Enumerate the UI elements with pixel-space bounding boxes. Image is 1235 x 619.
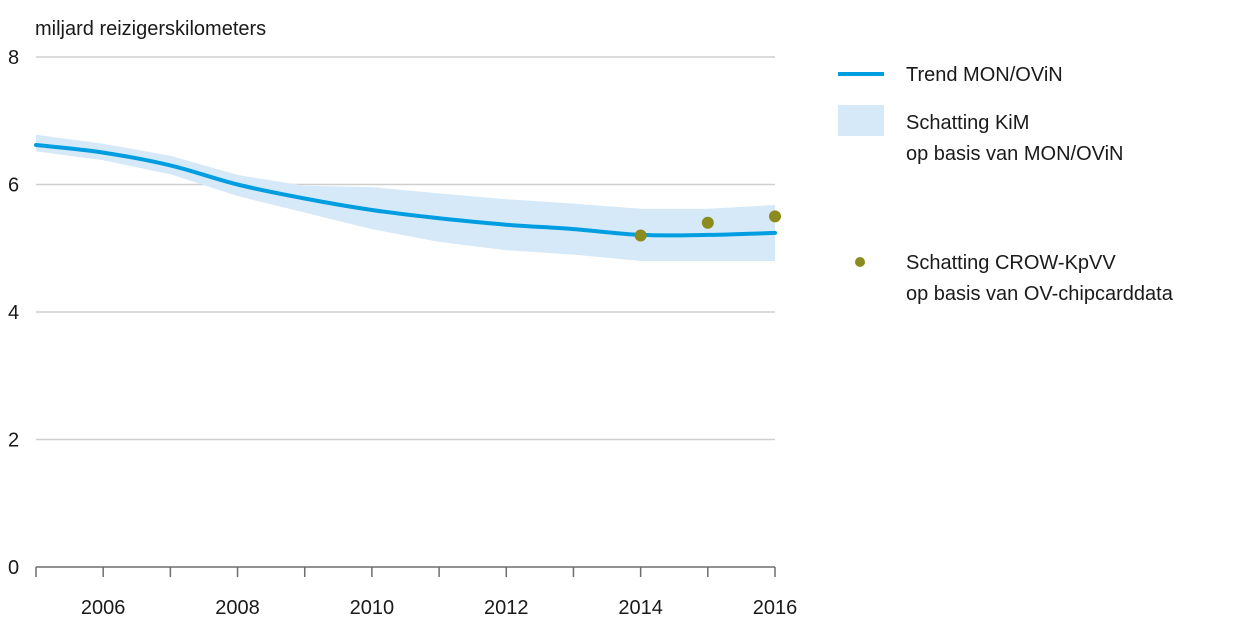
y-tick-label: 0 [8,557,19,579]
x-tick-label: 2016 [753,597,798,619]
x-tick-label: 2014 [618,597,663,619]
legend-band-swatch [838,105,884,136]
data-point [769,210,781,223]
y-axis: 0 2 4 6 8 [8,47,19,579]
points-group [634,210,781,242]
legend-label: Trend MON/OViN [906,64,1063,86]
data-point [634,229,647,242]
legend: Trend MON/OViN Schatting KiM op basis van … [838,64,1174,305]
legend-label: Schatting CROW-KpVV [906,252,1116,274]
legend-dot-swatch [855,257,865,267]
legend-label: op basis van OV-chipcarddata [906,283,1174,305]
legend-label: op basis van MON/OViN [906,143,1124,165]
x-tick-label: 2006 [81,597,126,619]
line-group [34,143,777,238]
confidence-band [36,134,775,261]
legend-label: Schatting KiM [906,112,1029,134]
data-point [701,216,714,229]
y-tick-label: 2 [8,430,19,452]
y-tick-label: 6 [8,175,19,197]
band-group [36,134,775,261]
x-axis: 2006 2008 2010 2012 2014 2016 [35,566,798,619]
x-tick-label: 2012 [484,597,529,619]
y-axis-label: miljard reizigerskilometers [35,18,266,40]
x-tick-label: 2008 [215,597,260,619]
y-tick-label: 4 [8,302,19,324]
gridlines [36,56,775,441]
trend-line [34,143,777,238]
y-tick-label: 8 [8,47,19,69]
x-tick-label: 2010 [350,597,395,619]
